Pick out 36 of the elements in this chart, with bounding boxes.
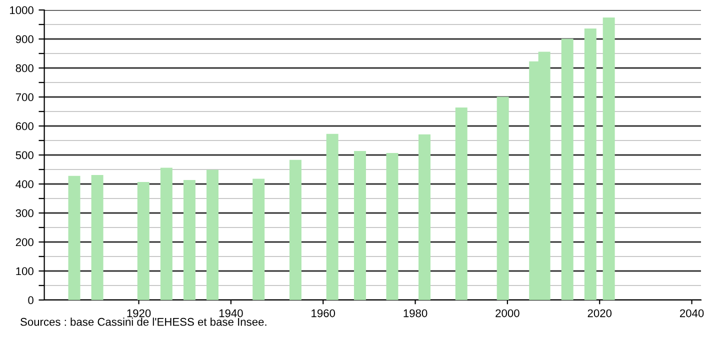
bar	[584, 28, 596, 300]
bar	[252, 178, 265, 300]
bar	[455, 107, 468, 300]
y-tick-label: 700	[16, 93, 34, 102]
bar	[602, 18, 615, 300]
bar	[137, 182, 150, 300]
bar	[183, 180, 196, 300]
y-tick-label: 200	[16, 238, 34, 246]
x-tick-label: 1960	[312, 309, 336, 318]
bar	[326, 134, 338, 300]
bar	[68, 176, 80, 300]
x-tick-label: 2000	[496, 309, 520, 318]
x-tick-label: 2020	[588, 309, 612, 318]
bar	[386, 152, 398, 300]
bar	[91, 175, 104, 300]
bar	[160, 168, 172, 300]
x-tick-label: 1980	[404, 309, 428, 318]
y-tick-label: 500	[16, 151, 34, 160]
y-tick-label: 800	[16, 64, 34, 72]
x-tick-label: 2040	[680, 309, 704, 318]
y-tick-label: 0	[28, 296, 34, 304]
y-tick-label: 1000	[10, 6, 34, 14]
source-note: Sources : base Cassini de l'EHESS et base Insee.	[20, 318, 266, 326]
bar	[206, 170, 218, 300]
y-tick-label: 100	[16, 267, 34, 276]
y-tick-label: 300	[16, 209, 34, 218]
bar	[561, 38, 574, 300]
y-tick-label: 900	[16, 35, 34, 44]
y-tick-label: 600	[16, 122, 34, 130]
x-tick-label: 1920	[127, 309, 151, 318]
bar	[289, 160, 302, 300]
bar	[496, 96, 509, 300]
bar	[354, 150, 366, 300]
x-tick-label: 1940	[219, 309, 243, 318]
bar	[418, 134, 430, 300]
y-tick-label: 400	[16, 180, 34, 188]
